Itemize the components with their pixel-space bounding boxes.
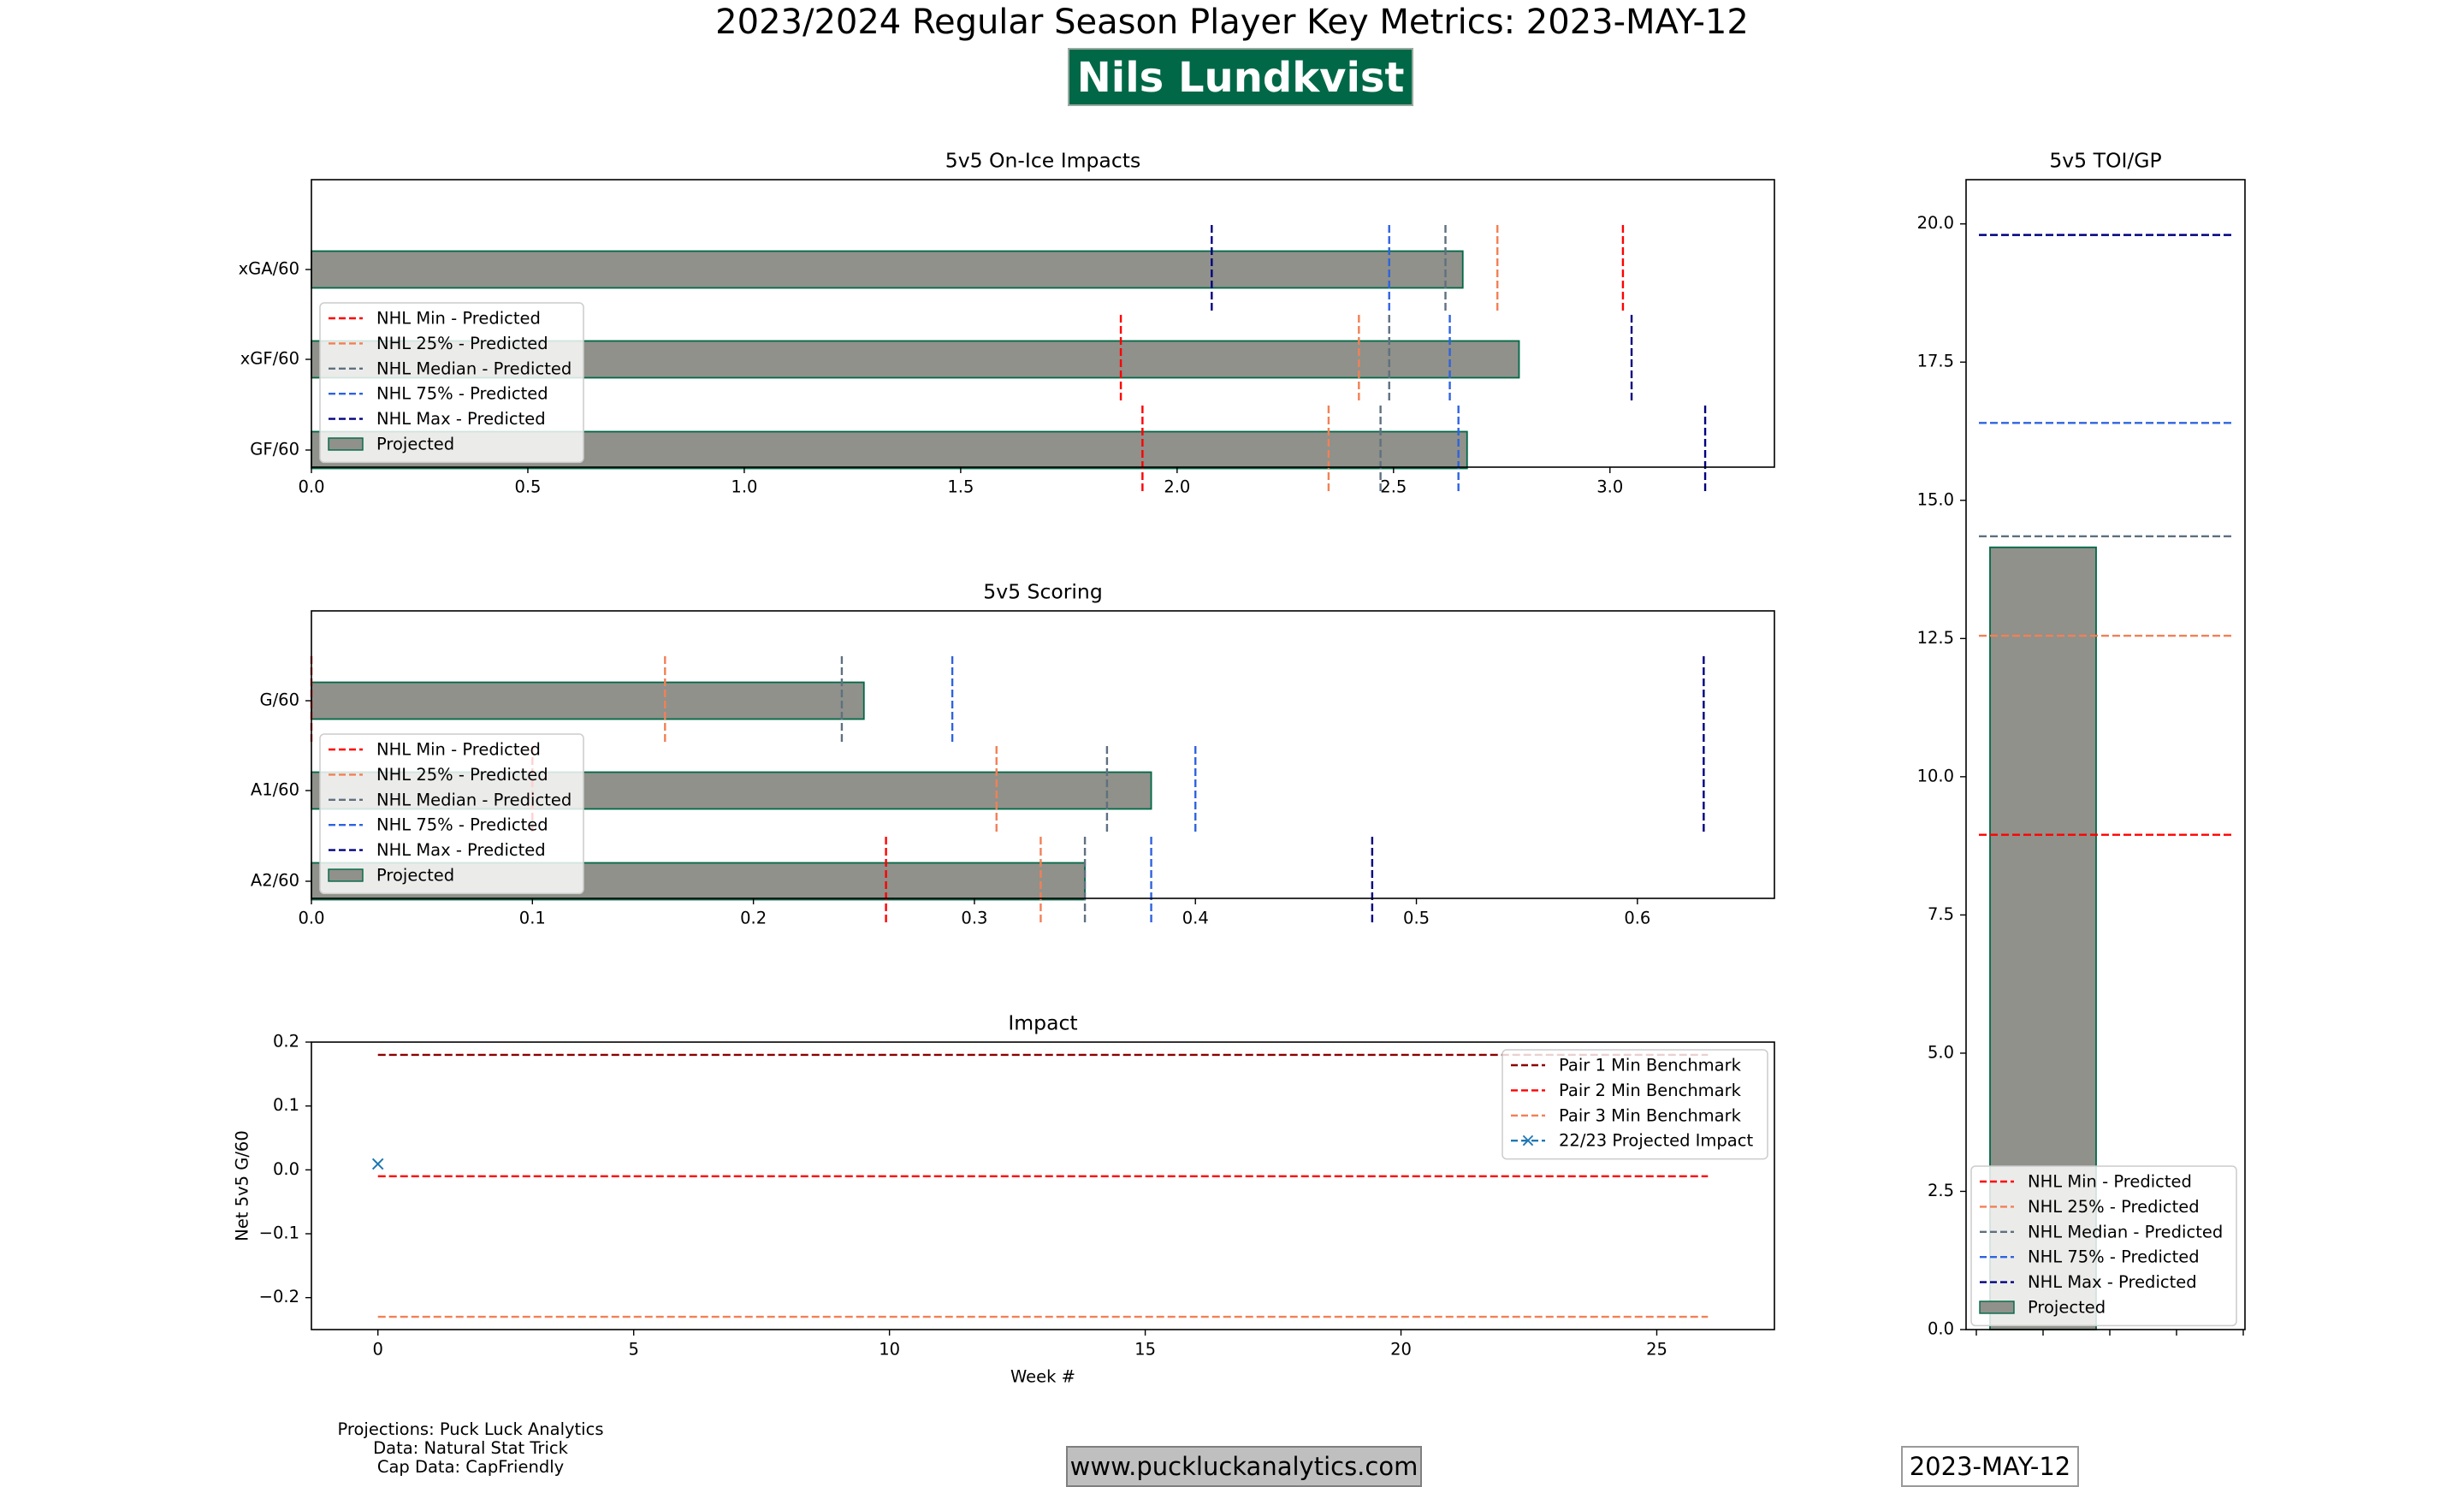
xtick-label-onice-4: 2.0 [1164, 477, 1190, 497]
ytick-label-onice-0: xGA/60 [239, 259, 299, 279]
xtick-label-impact-1: 5 [628, 1340, 638, 1360]
xtick-label-scoring-0: 0.0 [298, 909, 324, 928]
bar-projected-g-60 [311, 681, 865, 720]
ytick-label-onice-2: GF/60 [250, 440, 299, 459]
xtick-label-impact-4: 20 [1390, 1340, 1412, 1360]
credit-cap-data: Cap Data: CapFriendly [376, 1457, 565, 1477]
legend-toi-label-nhl-median-predicted: NHL Median - Predicted [2028, 1222, 2223, 1241]
legend-impact-label-pair-1-min-benchmark: Pair 1 Min Benchmark [1559, 1056, 1742, 1075]
ytick-label-scoring-2: A2/60 [251, 871, 299, 891]
xtick-label-scoring-3: 0.3 [961, 909, 987, 928]
legend-impact-frame [1502, 1049, 1768, 1160]
legend-scoring-frame [319, 733, 584, 895]
xtick-label-onice-6: 3.0 [1596, 477, 1623, 497]
xtick-label-scoring-1: 0.1 [519, 909, 546, 928]
page-title: 2023/2024 Regular Season Player Key Metr… [715, 3, 1749, 42]
axes-frame-scoring [311, 610, 1775, 899]
legend-onice-label-nhl-75-predicted: NHL 75% - Predicted [376, 384, 548, 404]
ytick-label-toi-1: 2.5 [1928, 1181, 1954, 1200]
xtick-label-scoring-2: 0.2 [740, 909, 767, 928]
ytick-label-toi-3: 7.5 [1928, 904, 1954, 924]
ytick-label-toi-8: 20.0 [1917, 213, 1954, 233]
legend-impact: Pair 1 Min Benchmark Pair 2 Min Benchmark… [1502, 1049, 1768, 1160]
chart-title-toi: 5v5 TOI/GP [2049, 149, 2161, 173]
xtick-label-impact-5: 25 [1646, 1340, 1667, 1360]
legend-toi-label-projected: Projected [2028, 1298, 2106, 1318]
legend-impact-marker-22-23-projected-impact: × [1520, 1130, 1536, 1152]
xlabel-impact: Week # [1010, 1367, 1075, 1387]
axes-frame-onice [311, 179, 1775, 468]
xtick-label-scoring-4: 0.4 [1182, 909, 1209, 928]
xtick-label-onice-2: 1.0 [731, 477, 757, 497]
legend-impact-label-22-23-projected-impact: 22/23 Projected Impact [1559, 1131, 1753, 1151]
ytick-label-onice-1: xGF/60 [240, 349, 299, 369]
chart-title-scoring: 5v5 Scoring [983, 580, 1103, 604]
ytick-label-impact-2: 0.0 [273, 1159, 299, 1179]
player-name-badge: Nils Lundkvist [1068, 48, 1413, 106]
ytick-label-impact-4: −0.2 [259, 1287, 299, 1306]
legend-scoring-label-nhl-median-predicted: NHL Median - Predicted [376, 790, 572, 809]
point-22-23-projected-impact-0: × [370, 1152, 387, 1176]
xtick-label-impact-2: 10 [879, 1340, 900, 1360]
legend-scoring: NHL Min - Predicted NHL 25% - Predicted NH… [319, 733, 584, 895]
legend-onice-frame [319, 302, 584, 464]
axes-frame-toi [1965, 179, 2246, 1330]
legend-scoring-swatch-projected [328, 868, 364, 882]
xtick-label-onice-1: 0.5 [514, 477, 541, 497]
bar-projected-xga-60 [311, 250, 1464, 289]
ytick-label-scoring-0: G/60 [260, 690, 300, 710]
chart-title-impact: Impact [1008, 1011, 1077, 1035]
xtick-label-impact-3: 15 [1134, 1340, 1156, 1360]
legend-onice-label-nhl-median-predicted: NHL Median - Predicted [376, 358, 572, 378]
xtick-label-onice-5: 2.5 [1380, 477, 1407, 497]
ytick-label-toi-4: 10.0 [1917, 766, 1954, 785]
website-url: www.puckluckanalytics.com [1066, 1446, 1422, 1487]
ylabel-impact: Net 5v5 G/60 [233, 1130, 252, 1241]
ytick-label-impact-3: −0.1 [259, 1223, 299, 1243]
credit-data: Data: Natural Stat Trick [373, 1438, 568, 1458]
ytick-label-toi-5: 12.5 [1917, 628, 1954, 648]
legend-onice-label-nhl-25-predicted: NHL 25% - Predicted [376, 334, 548, 353]
legend-impact-label-pair-2-min-benchmark: Pair 2 Min Benchmark [1559, 1081, 1742, 1100]
legend-scoring-label-nhl-max-predicted: NHL Max - Predicted [376, 840, 546, 860]
credit-projections: Projections: Puck Luck Analytics [337, 1419, 604, 1439]
legend-onice-swatch-projected [328, 437, 364, 451]
ytick-label-toi-6: 15.0 [1917, 489, 1954, 509]
xtick-label-onice-0: 0.0 [298, 477, 324, 497]
ytick-label-scoring-1: A1/60 [251, 780, 299, 800]
legend-onice: NHL Min - Predicted NHL 25% - Predicted NH… [319, 302, 584, 464]
legend-onice-label-nhl-min-predicted: NHL Min - Predicted [376, 309, 541, 329]
ytick-label-impact-0: 0.2 [273, 1032, 299, 1052]
legend-toi: NHL Min - Predicted NHL 25% - Predicted NH… [1970, 1165, 2237, 1327]
ytick-label-toi-7: 17.5 [1917, 352, 1954, 371]
xtick-label-scoring-6: 0.6 [1624, 909, 1650, 928]
report-date: 2023-MAY-12 [1901, 1446, 2079, 1487]
xtick-label-scoring-5: 0.5 [1403, 909, 1430, 928]
legend-toi-label-nhl-max-predicted: NHL Max - Predicted [2028, 1272, 2197, 1292]
axes-frame-impact [311, 1041, 1775, 1330]
legend-toi-frame [1970, 1165, 2237, 1327]
legend-toi-label-nhl-min-predicted: NHL Min - Predicted [2028, 1172, 2192, 1192]
chart-title-onice: 5v5 On-Ice Impacts [945, 149, 1140, 173]
ytick-label-toi-2: 5.0 [1928, 1042, 1954, 1062]
ytick-label-toi-0: 0.0 [1928, 1319, 1954, 1339]
xtick-label-impact-0: 0 [373, 1340, 383, 1360]
legend-toi-label-nhl-75-predicted: NHL 75% - Predicted [2028, 1247, 2200, 1267]
legend-scoring-label-projected: Projected [376, 866, 454, 886]
legend-onice-label-nhl-max-predicted: NHL Max - Predicted [376, 409, 546, 429]
legend-onice-label-projected: Projected [376, 435, 454, 454]
xtick-label-onice-3: 1.5 [947, 477, 974, 497]
legend-scoring-label-nhl-75-predicted: NHL 75% - Predicted [376, 815, 548, 835]
ytick-label-impact-1: 0.1 [273, 1095, 299, 1115]
legend-scoring-label-nhl-min-predicted: NHL Min - Predicted [376, 740, 541, 760]
legend-scoring-label-nhl-25-predicted: NHL 25% - Predicted [376, 765, 548, 785]
data-credits: Projections: Puck Luck Analytics Data: N… [325, 1420, 616, 1477]
legend-impact-label-pair-3-min-benchmark: Pair 3 Min Benchmark [1559, 1105, 1742, 1125]
legend-toi-swatch-projected [1979, 1300, 2015, 1314]
legend-toi-label-nhl-25-predicted: NHL 25% - Predicted [2028, 1197, 2200, 1217]
